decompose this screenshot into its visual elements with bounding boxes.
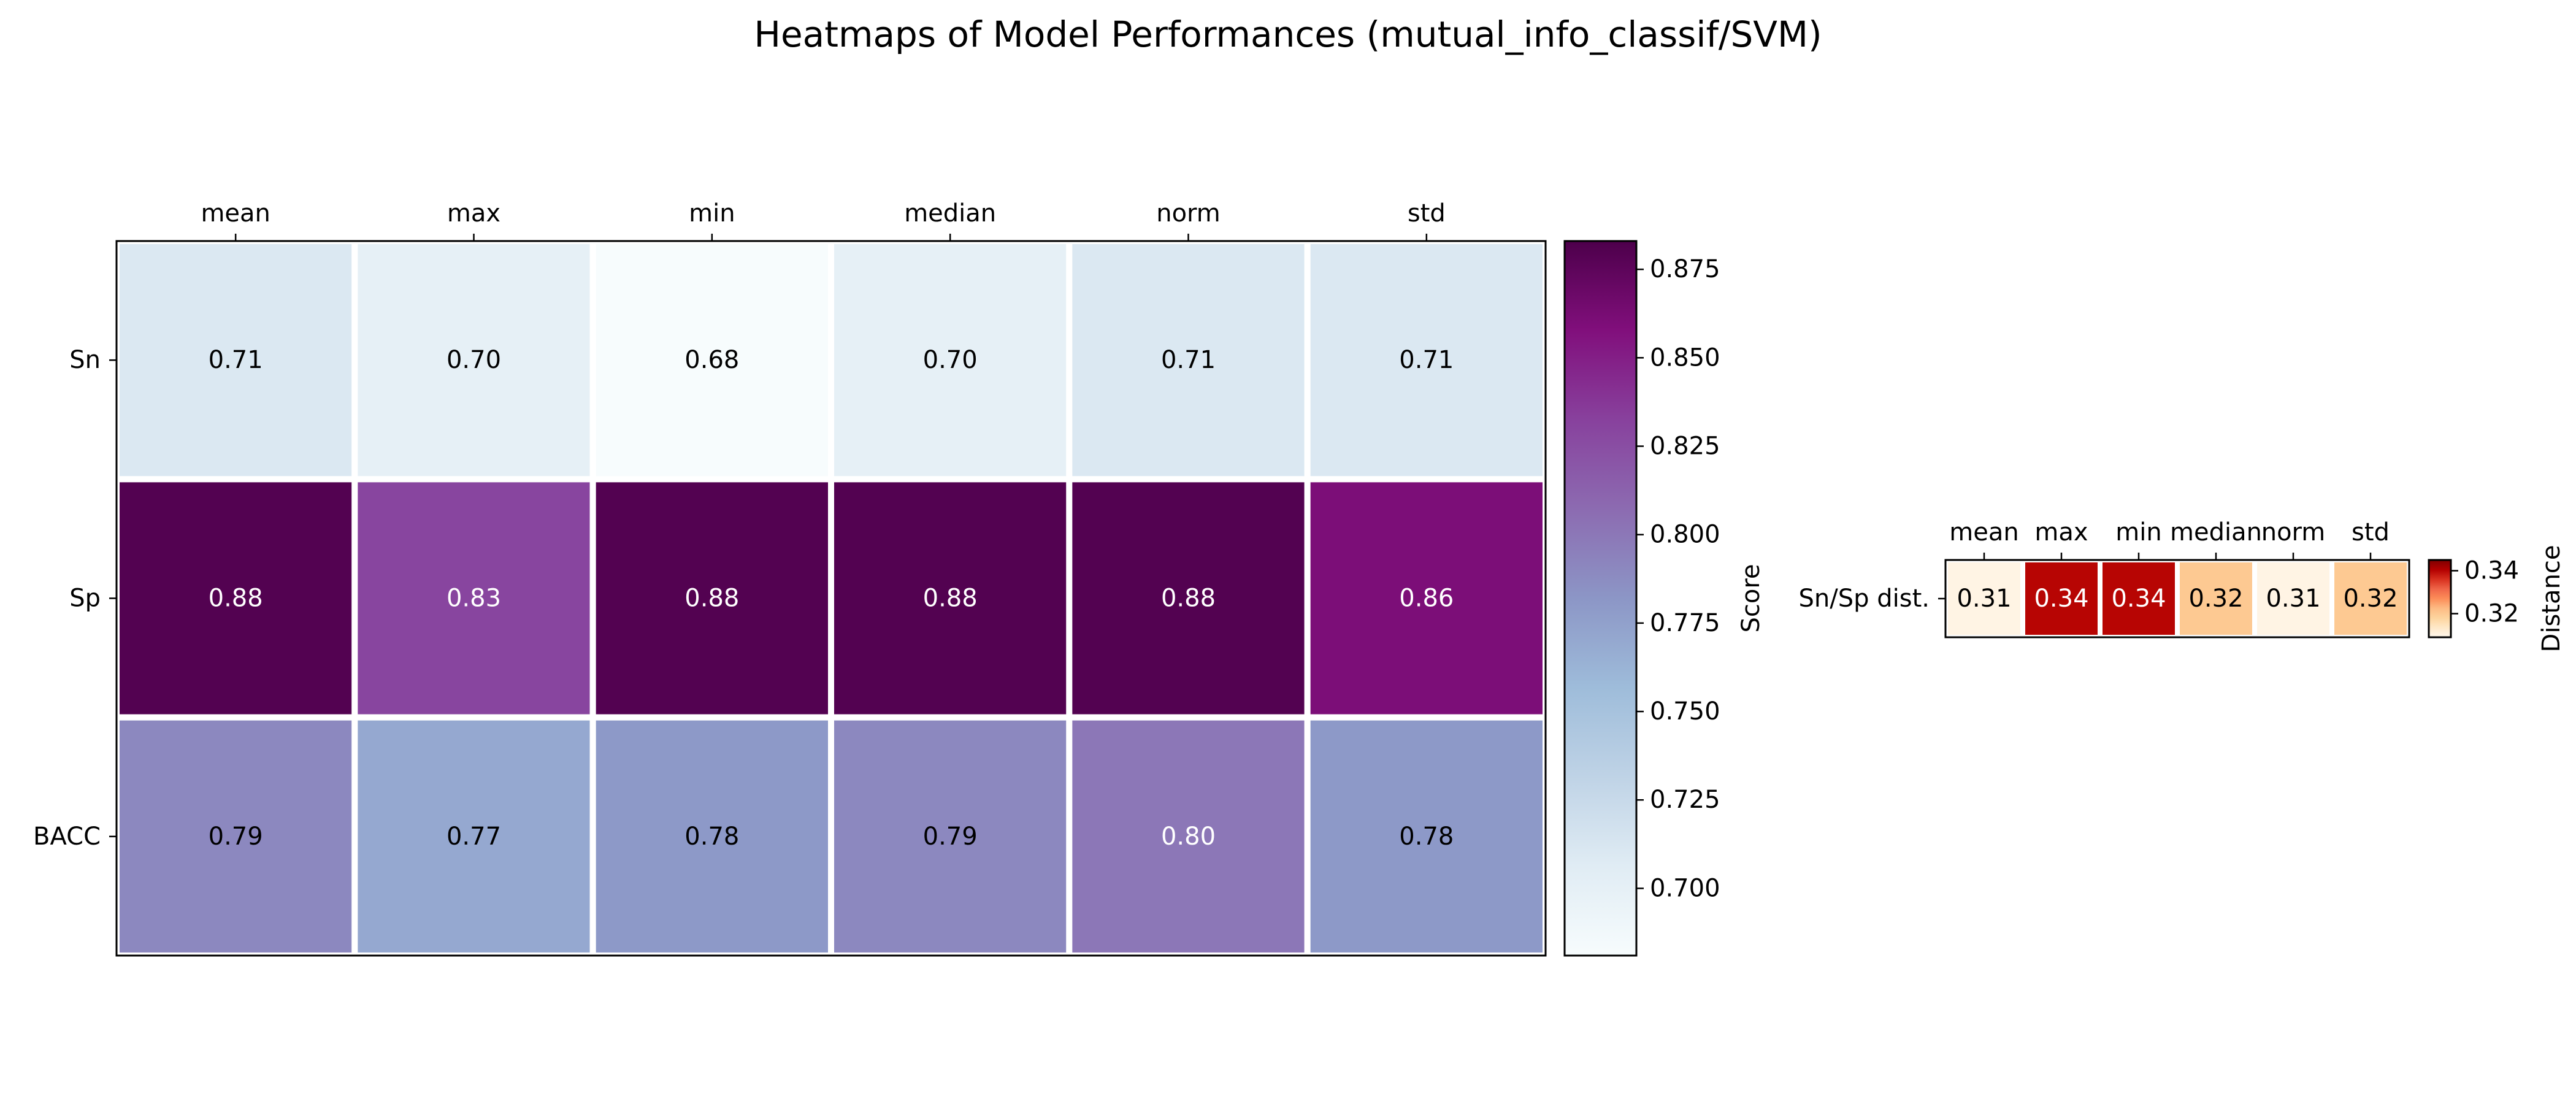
distance-heatmap: 0.31 0.34 0.34 0.32 0.31 0.32 mean max min median… xyxy=(1799,518,2412,640)
cell-value-label: 0.32 xyxy=(2188,585,2243,613)
colorbar-tick-label: 0.850 xyxy=(1650,343,1720,372)
score-colorbar: 0.700 0.725 0.750 0.775 0.800 0.825 0.850 0.875… xyxy=(1563,240,1765,957)
row-label: BACC xyxy=(33,822,101,851)
heatmap-cell xyxy=(1304,476,1549,721)
column-label: max xyxy=(2034,518,2088,546)
cell-value-label: 0.88 xyxy=(684,585,739,613)
colorbar-tick-label: 0.32 xyxy=(2464,600,2519,628)
colorbar-tick-label: 0.34 xyxy=(2464,557,2519,585)
column-label: std xyxy=(2352,518,2390,546)
colorbar-label: Score xyxy=(1737,564,1765,632)
colorbar-label: Distance xyxy=(2537,545,2566,653)
heatmap-cell xyxy=(589,476,835,721)
performance-heatmap: 0.71 0.70 0.68 0.70 0.71 0.71 0.88 0.83 0.88 0.88… xyxy=(33,199,1549,959)
cell-value-label: 0.34 xyxy=(2034,585,2088,613)
cell-value-label: 0.80 xyxy=(1161,822,1216,851)
cell-value-label: 0.70 xyxy=(447,346,501,374)
cell-value-label: 0.88 xyxy=(923,585,978,613)
heatmap-cell xyxy=(828,714,1073,959)
cell-value-label: 0.77 xyxy=(447,822,501,851)
cell-value-label: 0.83 xyxy=(447,585,501,613)
cell-value-label: 0.88 xyxy=(1161,585,1216,613)
cell-value-label: 0.71 xyxy=(1161,346,1216,374)
cell-value-label: 0.71 xyxy=(1399,346,1454,374)
cell-value-label: 0.32 xyxy=(2343,585,2398,613)
column-label: norm xyxy=(2261,518,2326,546)
cell-value-label: 0.31 xyxy=(1957,585,2011,613)
column-label: mean xyxy=(201,199,270,228)
cell-value-label: 0.78 xyxy=(1399,822,1454,851)
row-label: Sp xyxy=(69,585,101,613)
column-label: mean xyxy=(1949,518,2018,546)
column-label: norm xyxy=(1156,199,1221,228)
colorbar-tick-label: 0.750 xyxy=(1650,697,1720,726)
cell-value-label: 0.68 xyxy=(684,346,739,374)
colorbar-tick-label: 0.875 xyxy=(1650,255,1720,283)
distance-colorbar: 0.32 0.34 Distance xyxy=(2428,545,2566,653)
column-label: median xyxy=(904,199,996,228)
cell-value-label: 0.34 xyxy=(2111,585,2166,613)
column-label: max xyxy=(447,199,500,228)
row-label: Sn xyxy=(69,346,101,374)
colorbar-tick-label: 0.725 xyxy=(1650,786,1720,814)
colorbar-tick-label: 0.775 xyxy=(1650,609,1720,637)
column-label: std xyxy=(1408,199,1446,228)
cell-value-label: 0.79 xyxy=(923,822,978,851)
colorbar-gradient xyxy=(2428,559,2452,638)
heatmap-cell xyxy=(1066,714,1311,959)
heatmap-cell xyxy=(113,238,358,483)
colorbar-gradient xyxy=(1563,240,1638,957)
cell-value-label: 0.88 xyxy=(209,585,263,613)
chart-title: Heatmaps of Model Performances (mutual_i… xyxy=(754,13,1822,55)
colorbar-tick-label: 0.700 xyxy=(1650,874,1720,902)
cell-value-label: 0.79 xyxy=(209,822,263,851)
heatmap-cell xyxy=(828,476,1073,721)
heatmap-cell xyxy=(1304,714,1549,959)
column-label: min xyxy=(2115,518,2161,546)
colorbar-tick-label: 0.825 xyxy=(1650,432,1720,461)
row-label: Sn/Sp dist. xyxy=(1799,585,1930,613)
cell-value-label: 0.31 xyxy=(2266,585,2320,613)
column-label: min xyxy=(689,199,735,228)
cell-value-label: 0.71 xyxy=(209,346,263,374)
cell-value-label: 0.86 xyxy=(1399,585,1454,613)
heatmap-cell xyxy=(351,714,596,959)
heatmap-cell xyxy=(589,238,835,483)
column-label: median xyxy=(2170,518,2262,546)
heatmap-cell xyxy=(589,714,835,959)
heatmap-cell xyxy=(2252,558,2334,640)
colorbar-tick-label: 0.800 xyxy=(1650,521,1720,549)
cell-value-label: 0.70 xyxy=(923,346,978,374)
heatmap-cell xyxy=(351,476,596,721)
cell-value-label: 0.78 xyxy=(684,822,739,851)
